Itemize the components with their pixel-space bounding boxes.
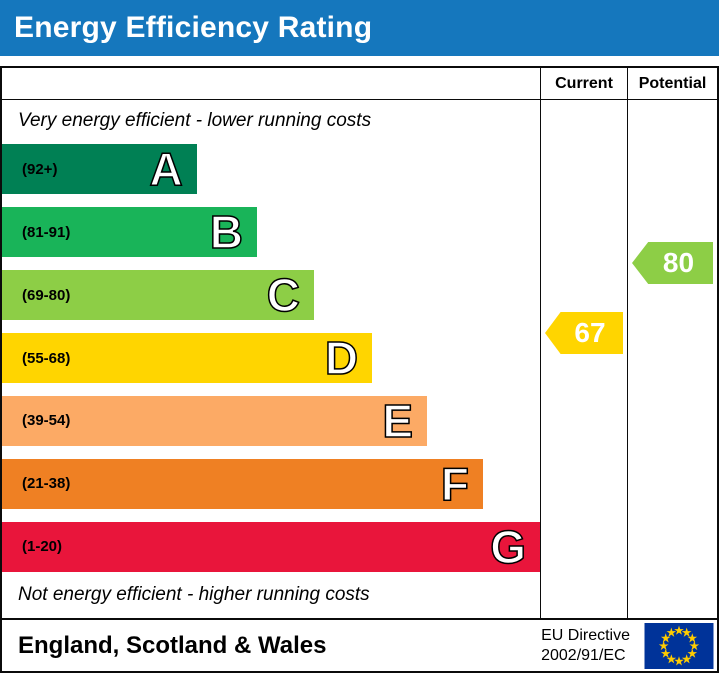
rating-chart: Current Potential Very energy efficient … [2, 68, 717, 620]
band-range-label: (55-68) [22, 349, 71, 367]
band-letter: G [489, 520, 526, 573]
bands-area: Very energy efficient - lower running co… [2, 100, 540, 618]
footer-right: EU Directive 2002/91/EC [541, 622, 714, 669]
current-rating-value: 67 [574, 317, 606, 348]
footer: England, Scotland & Wales EU Directive 2… [2, 620, 717, 671]
potential-column-header: Potential [627, 68, 717, 100]
band-letter: B [209, 206, 244, 259]
band-row-f: (21-38) F [2, 452, 540, 515]
page-title: Energy Efficiency Rating [14, 11, 373, 44]
band-letter: A [149, 143, 184, 196]
band-list: (92+) A (81-91) B (69-80) C [2, 138, 540, 578]
band-letter: C [266, 269, 301, 322]
band-row-a: (92+) A [2, 138, 540, 201]
band-row-e: (39-54) E [2, 389, 540, 452]
region-label: England, Scotland & Wales [18, 631, 327, 659]
potential-rating-value: 80 [662, 247, 695, 278]
top-note: Very energy efficient - lower running co… [18, 110, 372, 131]
eu-directive-line2: 2002/91/EC [541, 646, 626, 664]
current-column: 67 [540, 100, 627, 618]
band-bar-c: (69-80) C [2, 269, 315, 322]
band-letter: D [324, 332, 359, 384]
band-letter: E [382, 394, 414, 447]
current-rating-marker: 67 [545, 312, 623, 354]
band-range-label: (81-91) [22, 223, 71, 241]
eu-directive-label: EU Directive 2002/91/EC [541, 626, 630, 666]
band-bar-a: (92+) A [2, 143, 197, 196]
potential-column: 80 [627, 100, 717, 618]
band-row-b: (81-91) B [2, 201, 540, 264]
eu-directive-line1: EU Directive [541, 626, 630, 644]
title-banner: Energy Efficiency Rating [0, 0, 719, 56]
current-column-header: Current [540, 68, 627, 100]
band-range-label: (1-20) [22, 538, 63, 556]
eu-flag-icon [644, 622, 714, 669]
chart-box: Current Potential Very energy efficient … [0, 66, 719, 673]
band-row-d: (55-68) D [2, 327, 540, 390]
band-bar-g: (1-20) G [2, 520, 540, 573]
band-range-label: (92+) [22, 160, 58, 178]
band-bar-d: (55-68) D [2, 332, 373, 384]
band-letter: F [440, 457, 470, 510]
band-range-label: (69-80) [22, 286, 71, 304]
band-row-c: (69-80) C [2, 264, 540, 327]
band-range-label: (21-38) [22, 475, 71, 493]
band-range-label: (39-54) [22, 412, 71, 430]
bottom-note: Not energy efficient - higher running co… [18, 584, 370, 605]
band-bar-b: (81-91) B [2, 206, 257, 259]
chart-corner-cell [2, 68, 540, 100]
band-bar-e: (39-54) E [2, 394, 428, 447]
band-row-g: (1-20) G [2, 515, 540, 578]
band-bar-f: (21-38) F [2, 457, 483, 510]
potential-rating-marker: 80 [632, 242, 713, 284]
